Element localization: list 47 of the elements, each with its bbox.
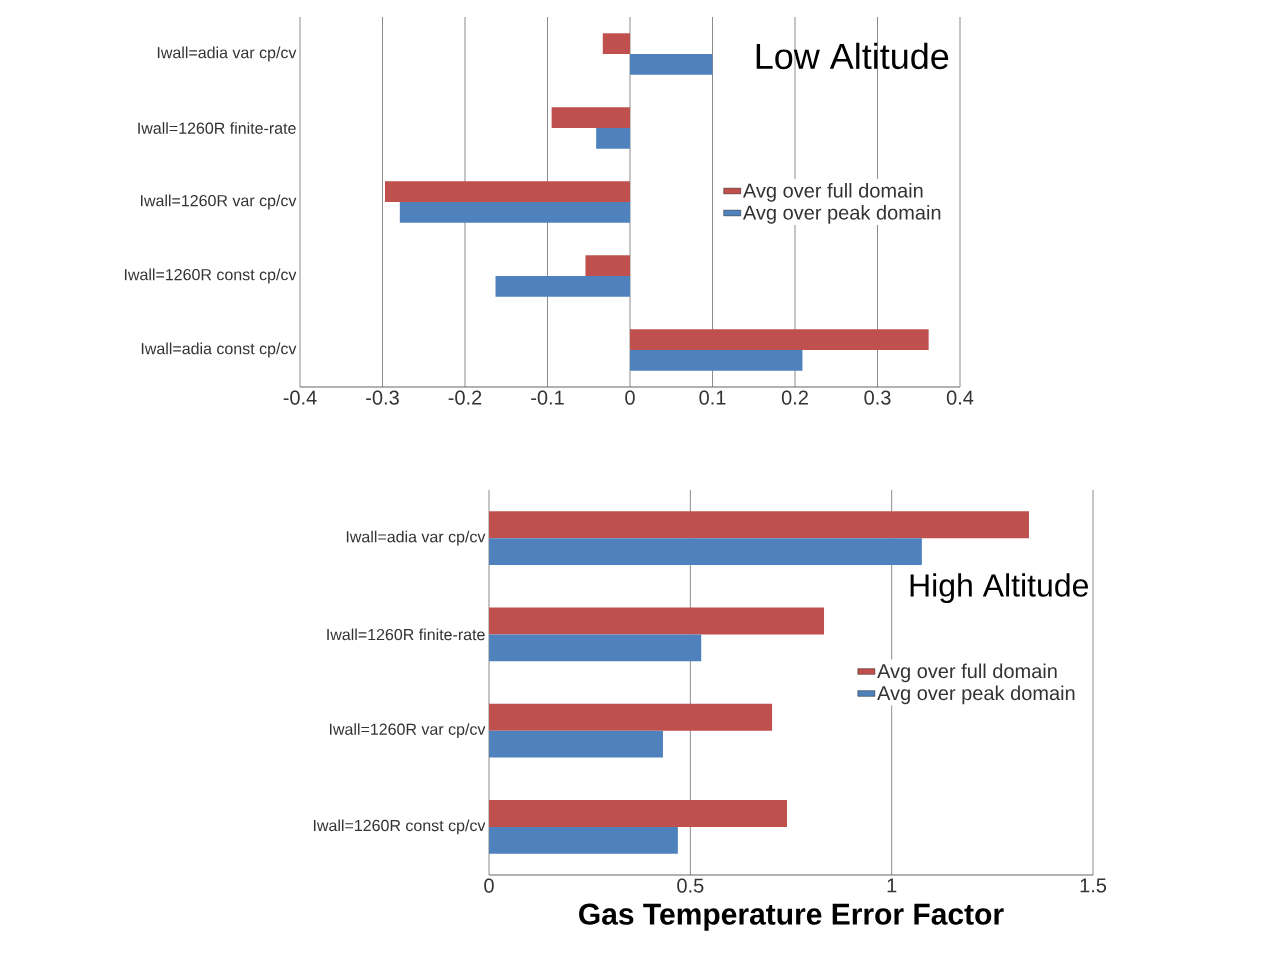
x-tick-label: -0.4 (283, 390, 317, 405)
x-tick-label: 0 (484, 878, 494, 893)
x-tick-label: -0.1 (531, 390, 564, 405)
x-tick-label: 0.2 (781, 390, 808, 405)
legend-label: Avg over full domain (877, 663, 1057, 683)
y-tick-label: Iwall=1260R finite-rate (327, 628, 485, 641)
y-tick-label: Iwall=1260R finite-rate (138, 122, 296, 134)
y-tick-label: Iwall=1260R var cp/cv (329, 723, 486, 739)
x-tick-label: 0.4 (946, 390, 974, 405)
x-tick-label: -0.2 (448, 390, 482, 405)
x-tick-label: 1.5 (1080, 878, 1107, 893)
x-tick-label: -0.3 (366, 390, 399, 405)
bar (489, 730, 663, 758)
legend-label: Avg over peak domain (877, 685, 1075, 705)
bar (489, 607, 825, 635)
bar (585, 255, 631, 276)
bar (551, 107, 631, 128)
x-tick-label: 0.5 (677, 878, 704, 893)
bar (489, 511, 1029, 539)
x-tick-label: 0.1 (699, 390, 726, 405)
y-tick-label: Iwall=adia const cp/cv (141, 342, 297, 358)
y-tick-label: Iwall=adia var cp/cv (346, 530, 486, 546)
bar (384, 181, 631, 202)
bar (630, 329, 929, 350)
bar (489, 826, 678, 854)
legend-label: Avg over peak domain (742, 205, 941, 224)
text: Low Altitude (756, 42, 949, 70)
bar (596, 128, 631, 149)
y-tick-label: Iwall=1260R var cp/cv (140, 194, 297, 210)
bar (495, 276, 631, 297)
bar (489, 634, 702, 662)
y-tick-label: Iwall=1260R const cp/cv (313, 819, 486, 835)
x-tick-label: 1 (887, 878, 897, 893)
bar (602, 33, 631, 54)
bar (489, 799, 787, 827)
bar (489, 703, 773, 731)
x-axis-title: Gas Temperature Error Factor (579, 903, 1004, 931)
bar (399, 202, 631, 223)
y-tick-label: Iwall=adia var cp/cv (157, 46, 297, 62)
x-tick-label: 0 (625, 390, 635, 405)
bar (630, 54, 713, 75)
bar (630, 350, 803, 371)
legend-label: Avg over full domain (742, 183, 923, 202)
y-tick-label: Iwall=1260R const cp/cv (124, 268, 297, 284)
x-tick-label: 0.3 (864, 390, 891, 405)
text: High Altitude (910, 573, 1088, 604)
bar (489, 538, 922, 566)
